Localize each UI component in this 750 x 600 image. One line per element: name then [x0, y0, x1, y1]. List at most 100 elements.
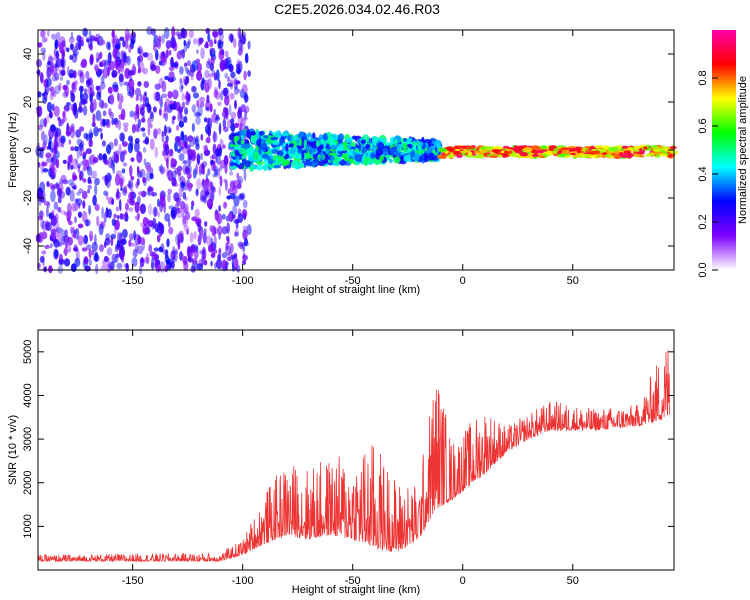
spectrogram-cell — [156, 127, 162, 135]
spectrogram-cell — [172, 170, 177, 180]
y-tick-label: 20 — [22, 96, 34, 108]
spectrogram-cell — [74, 146, 79, 152]
spectrogram-cell — [235, 67, 241, 74]
spectrogram-cell — [58, 138, 63, 143]
spectrogram-cell — [72, 70, 77, 79]
spectrogram-cell — [94, 177, 100, 186]
spectrogram-cell — [142, 216, 149, 227]
spectrogram-cell — [241, 36, 246, 45]
spectrogram-cell — [411, 149, 416, 158]
spectrogram-cell — [298, 131, 304, 139]
spectrogram-cell — [49, 147, 54, 152]
spectrogram-cell — [621, 145, 629, 149]
spectrogram-cell — [230, 123, 236, 132]
spectrogram-cell — [203, 228, 207, 235]
spectrogram-cell — [44, 93, 48, 99]
spectrogram-cell — [118, 102, 123, 110]
spectrogram-cell — [460, 150, 469, 153]
spectrogram-cell — [219, 47, 224, 56]
spectrogram-cell — [218, 186, 221, 197]
colorbar-label: Normalized spectral amplitude — [737, 76, 749, 224]
spectrogram-cell — [139, 93, 143, 102]
spectrogram-cell — [205, 235, 212, 246]
spectrogram-cell — [188, 69, 195, 77]
spectrogram-cell — [202, 169, 205, 175]
colorbar-tick-label: 0.0 — [697, 262, 709, 277]
spectrogram-cell — [142, 52, 149, 58]
spectrogram-cell — [120, 95, 124, 103]
spectrogram-cell — [228, 33, 234, 42]
spectrogram-cell — [150, 112, 155, 123]
spectrogram-cell — [215, 153, 221, 165]
spectrogram-cell — [164, 213, 171, 222]
spectrogram-cell — [66, 122, 69, 132]
spectrogram-cell — [545, 150, 553, 156]
spectrogram-cell — [170, 209, 175, 219]
x-tick-label: -100 — [232, 275, 254, 287]
spectrogram-cell — [663, 148, 672, 152]
spectrogram-cell — [196, 49, 199, 54]
spectrogram-cell — [168, 226, 174, 235]
spectrogram-cell — [211, 225, 217, 237]
spectrogram-cell — [60, 69, 66, 77]
spectrogram-cell — [238, 32, 242, 43]
spectrogram-cell — [80, 60, 87, 68]
spectrogram-cell — [594, 150, 601, 155]
spectrogram-cell — [619, 153, 630, 158]
spectrogram-cell — [59, 36, 66, 45]
spectrogram-cell — [440, 154, 447, 160]
spectrogram-cell — [171, 260, 175, 270]
spectrogram-cell — [168, 49, 172, 56]
spectrogram-cell — [137, 56, 141, 68]
spectrogram-cell — [230, 71, 236, 79]
spectrogram-cell — [195, 116, 201, 125]
spectrogram-cell — [164, 144, 170, 156]
spectrogram-cell — [258, 147, 262, 156]
spectrogram-cell — [128, 69, 135, 75]
spectrogram-cell — [140, 222, 144, 228]
spectrogram-cell — [72, 174, 78, 181]
spectrogram-cell — [100, 81, 106, 90]
spectrogram-cell — [129, 233, 134, 241]
spectrogram-cell — [72, 229, 78, 235]
spectrogram-cell — [194, 244, 198, 251]
spectrogram-cell — [79, 85, 84, 93]
spectrogram-cell — [209, 39, 214, 48]
spectrogram-cell — [138, 191, 144, 196]
spectrogram-cell — [181, 48, 185, 59]
spectrogram-cell — [205, 106, 210, 111]
spectrogram-cell — [83, 234, 88, 245]
spectrogram-cell — [109, 261, 115, 270]
spectrogram-cell — [214, 35, 217, 44]
spectrogram-cell — [153, 128, 158, 139]
spectrogram-cell — [361, 147, 367, 154]
spectrogram-cell — [71, 202, 77, 212]
spectrogram-cell — [67, 210, 72, 218]
spectrogram-cell — [134, 215, 140, 220]
spectrogram-cell — [230, 161, 234, 167]
spectrogram-cell — [290, 160, 297, 168]
spectrogram-cell — [189, 140, 195, 147]
spectrogram-cell — [137, 118, 141, 128]
spectrogram-cell — [129, 165, 133, 177]
spectrogram-cell — [234, 231, 239, 237]
spectrogram-cell — [214, 227, 219, 235]
spectrogram-cell — [216, 258, 223, 270]
spectrogram-cell — [134, 243, 139, 253]
spectrogram-cell — [338, 160, 347, 166]
spectrogram-cell — [105, 144, 112, 155]
spectrogram-cell — [143, 81, 150, 88]
spectrogram-cell — [73, 80, 79, 86]
spectrogram-cell — [94, 203, 100, 212]
spectrogram-cell — [49, 182, 54, 189]
spectrogram-cell — [85, 148, 92, 155]
spectrogram-cell — [134, 141, 140, 153]
spectrogram-cell — [116, 262, 123, 270]
spectrogram-cell — [147, 203, 153, 216]
spectrogram-cell — [66, 79, 70, 86]
spectrogram-cell — [182, 164, 189, 176]
spectrogram-cell — [428, 143, 434, 147]
spectrogram-cell — [41, 220, 47, 231]
y-tick-label: -40 — [22, 238, 34, 254]
spectrogram-cell — [548, 147, 554, 151]
